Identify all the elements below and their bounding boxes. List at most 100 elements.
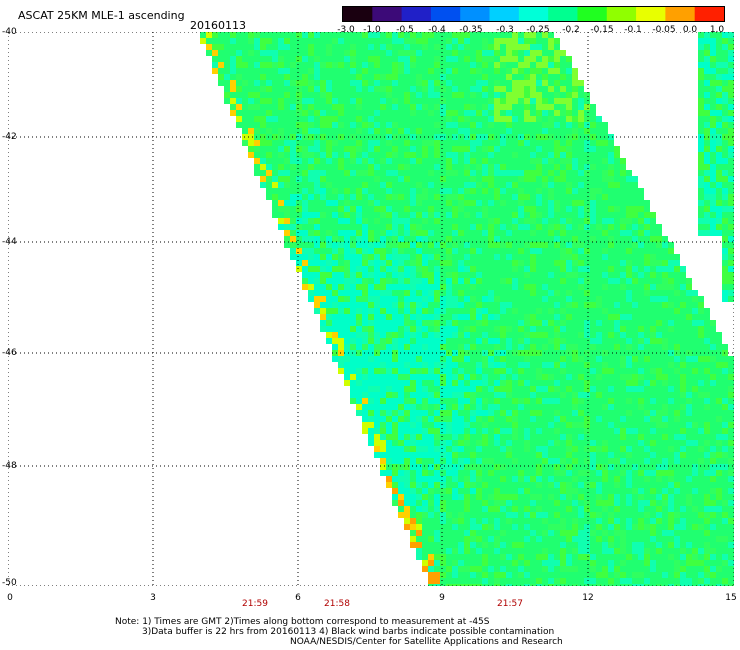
swath-cell [338,278,344,284]
swath-cell [692,374,698,380]
swath-cell [440,308,446,314]
swath-cell [428,290,434,296]
swath-cell [428,242,434,248]
swath-cell [584,332,590,338]
swath-cell [464,404,470,410]
swath-cell [338,242,344,248]
swath-cell [446,56,452,62]
swath-cell [608,320,614,326]
swath-cell [506,104,512,110]
swath-cell [632,338,638,344]
swath-cell [260,56,266,62]
swath-cell [338,62,344,68]
swath-cell [548,98,554,104]
colorbar [342,6,725,22]
swath-cell [596,236,602,242]
swath-cell [536,80,542,86]
swath-cell [602,140,608,146]
swath-cell [710,422,716,428]
swath-cell [476,176,482,182]
swath-cell [530,500,536,506]
swath-cell [554,506,560,512]
swath-cell [350,62,356,68]
swath-cell [530,392,536,398]
swath-cell [296,260,302,266]
swath-cell [452,320,458,326]
swath-cell [638,482,644,488]
swath-cell [680,440,686,446]
swath-cell [392,170,398,176]
swath-cell [614,158,620,164]
swath-cell [494,434,500,440]
swath-cell [464,428,470,434]
swath-cell [440,356,446,362]
swath-cell [440,62,446,68]
swath-cell [626,476,632,482]
swath-cell [554,44,560,50]
swath-cell [308,242,314,248]
swath-cell [554,38,560,44]
swath-cell [560,254,566,260]
swath-cell [464,116,470,122]
swath-cell [704,326,710,332]
swath-cell [326,308,332,314]
swath-cell [362,386,368,392]
swath-cell [590,458,596,464]
swath-cell [470,254,476,260]
swath-cell [572,314,578,320]
swath-cell [416,68,422,74]
swath-cell [680,362,686,368]
swath-cell [710,440,716,446]
swath-cell [692,464,698,470]
swath-cell [488,68,494,74]
swath-cell [320,260,326,266]
swath-cell [506,500,512,506]
swath-cell [404,296,410,302]
swath-cell [374,176,380,182]
swath-cell [278,86,284,92]
swath-cell [524,434,530,440]
swath-cell [476,224,482,230]
swath-cell [524,314,530,320]
swath-cell [476,38,482,44]
swath-cell [422,158,428,164]
swath-cell [368,32,374,38]
swath-cell [590,260,596,266]
swath-cell [566,464,572,470]
swath-cell [380,176,386,182]
swath-cell [500,488,506,494]
swath-cell [398,152,404,158]
swath-cell [320,272,326,278]
swath-cell [488,242,494,248]
swath-cell [404,482,410,488]
swath-cell [686,482,692,488]
swath-cell [386,410,392,416]
swath-cell [332,266,338,272]
swath-cell [446,332,452,338]
swath-cell [524,470,530,476]
swath-cell [314,218,320,224]
swath-cell [386,56,392,62]
swath-cell [554,188,560,194]
swath-cell [230,86,236,92]
swath-cell [638,302,644,308]
swath-cell [542,164,548,170]
swath-cell [626,314,632,320]
swath-cell [602,404,608,410]
swath-cell [590,374,596,380]
swath-cell [320,236,326,242]
swath-cell [392,464,398,470]
swath-cell [386,62,392,68]
swath-cell [590,248,596,254]
swath-cell [488,140,494,146]
swath-cell [578,194,584,200]
swath-cell [626,296,632,302]
swath-cell [680,314,686,320]
swath-cell [644,290,650,296]
swath-cell [374,152,380,158]
swath-cell [626,260,632,266]
swath-cell [536,38,542,44]
swath-cell [482,242,488,248]
swath-cell [350,380,356,386]
swath-cell [416,464,422,470]
